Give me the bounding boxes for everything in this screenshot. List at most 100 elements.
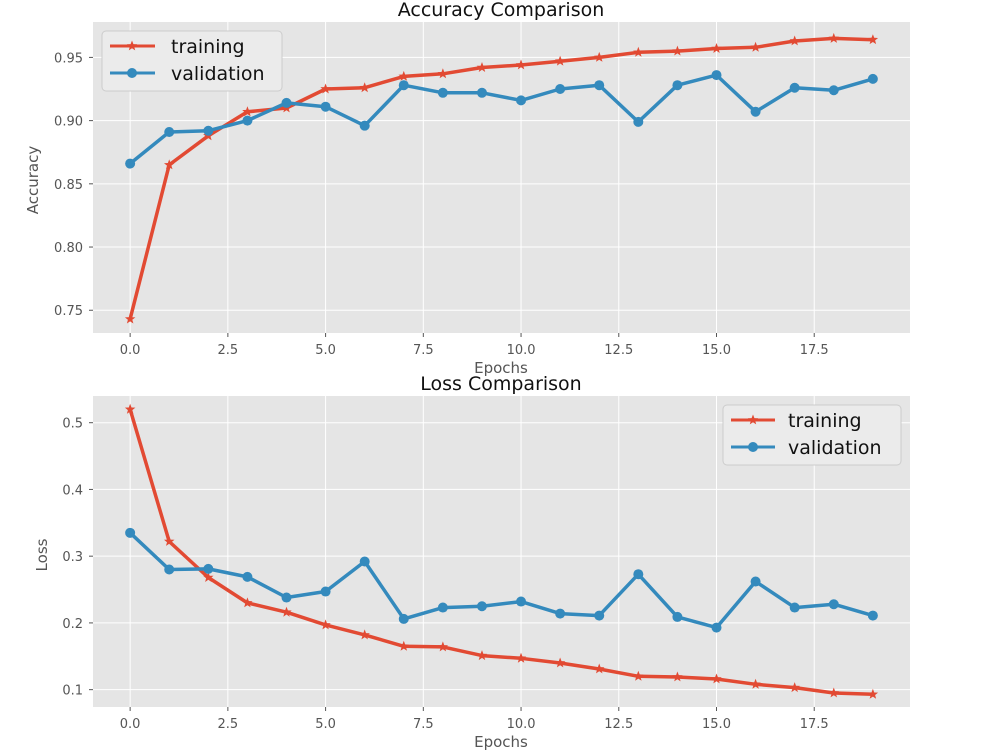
accuracy-legend: training validation xyxy=(101,30,283,92)
loss-chart-title: Loss Comparison xyxy=(420,373,581,395)
loss-x-tick-label: 2.5 xyxy=(218,717,239,732)
accuracy-validation-line xyxy=(128,73,875,166)
loss-y-tick-label: 0.1 xyxy=(62,684,83,699)
loss-training-point xyxy=(594,663,605,674)
loss-training-point xyxy=(828,687,839,698)
loss-x-tick-label: 17.5 xyxy=(800,717,829,732)
accuracy-legend-training-marker xyxy=(126,40,138,51)
accuracy-validation-point xyxy=(711,70,722,81)
accuracy-y-tick-label: 0.95 xyxy=(54,51,83,66)
loss-training-point xyxy=(398,640,409,651)
accuracy-validation-point xyxy=(203,125,214,136)
loss-x-tick-label: 0.0 xyxy=(120,717,141,732)
accuracy-validation-point xyxy=(789,82,800,93)
accuracy-training-point xyxy=(437,68,449,79)
loss-x-axis-label: Epochs xyxy=(474,733,528,750)
loss-y-tick-label: 0.4 xyxy=(62,483,83,498)
loss-y-tick-label: 0.2 xyxy=(62,617,83,632)
accuracy-validation-point xyxy=(164,126,175,137)
accuracy-training-point xyxy=(828,32,839,43)
accuracy-x-tick-label: 17.5 xyxy=(800,343,829,358)
loss-y-tick-label: 0.3 xyxy=(62,550,83,565)
accuracy-training-point xyxy=(750,41,761,52)
accuracy-training-point xyxy=(124,313,136,324)
loss-legend-validation-label: validation xyxy=(788,437,882,459)
accuracy-training-point xyxy=(476,62,488,72)
loss-training-point xyxy=(124,403,136,414)
loss-x-tick-label: 12.5 xyxy=(604,717,633,732)
accuracy-validation-point xyxy=(516,95,527,106)
accuracy-validation-point xyxy=(476,87,487,98)
loss-training-line xyxy=(128,407,875,697)
accuracy-ticks: 0.0 2.5 5.0 7.5 10.0 12.5 15.0 17.5 0.75 0.80 0.85… xyxy=(54,51,829,358)
accuracy-training-point xyxy=(867,34,879,45)
loss-training-point xyxy=(515,652,527,663)
accuracy-validation-point xyxy=(867,73,878,84)
accuracy-training-point xyxy=(672,45,683,56)
accuracy-training-point xyxy=(242,106,253,117)
accuracy-x-axis-label: Epochs xyxy=(474,359,528,377)
loss-validation-point xyxy=(281,592,292,603)
loss-training-point xyxy=(320,619,331,630)
loss-validation-point xyxy=(203,563,214,574)
loss-validation-point xyxy=(359,556,370,567)
accuracy-validation-point xyxy=(828,85,839,96)
accuracy-validation-point xyxy=(437,87,448,98)
loss-x-tick-label: 7.5 xyxy=(413,717,434,732)
loss-validation-point xyxy=(242,571,253,582)
accuracy-training-line xyxy=(128,36,875,321)
accuracy-x-tick-label: 7.5 xyxy=(413,343,434,358)
accuracy-x-tick-label: 0.0 xyxy=(120,343,141,358)
loss-training-point xyxy=(437,641,449,652)
accuracy-y-tick-label: 0.90 xyxy=(54,115,83,130)
loss-chart: 0.0 2.5 5.0 7.5 10.0 12.5 15.0 17.5 0.1 0.2 0.3 0.4… xyxy=(33,373,910,751)
loss-training-point xyxy=(476,650,488,661)
loss-series xyxy=(124,403,879,699)
accuracy-training-point xyxy=(594,51,605,62)
accuracy-training-point xyxy=(359,82,370,93)
accuracy-training-point xyxy=(515,59,527,70)
accuracy-training-point xyxy=(398,70,409,81)
loss-training-point xyxy=(750,678,761,689)
loss-validation-point xyxy=(164,564,175,575)
accuracy-validation-point xyxy=(125,158,136,169)
accuracy-legend-training-label: training xyxy=(171,36,245,58)
accuracy-validation-point xyxy=(633,116,644,127)
accuracy-validation-point xyxy=(672,80,683,91)
loss-validation-point xyxy=(789,602,800,613)
loss-validation-point xyxy=(398,613,409,624)
loss-training-point xyxy=(711,673,722,684)
accuracy-validation-point xyxy=(242,115,253,126)
loss-legend-training-label: training xyxy=(788,410,862,432)
loss-legend: training validation xyxy=(722,404,902,466)
loss-validation-point xyxy=(476,601,487,612)
accuracy-validation-point xyxy=(281,97,292,108)
loss-y-tick-label: 0.5 xyxy=(62,417,83,432)
loss-training-point xyxy=(164,536,175,546)
accuracy-x-tick-label: 5.0 xyxy=(315,343,336,358)
accuracy-x-tick-label: 15.0 xyxy=(702,343,731,358)
loss-x-tick-label: 10.0 xyxy=(507,717,536,732)
accuracy-x-tick-label: 10.0 xyxy=(507,343,536,358)
accuracy-validation-point xyxy=(750,106,761,117)
accuracy-training-point xyxy=(789,35,800,46)
loss-training-point xyxy=(554,657,566,668)
loss-training-point xyxy=(242,597,253,608)
loss-legend-validation-marker xyxy=(748,442,758,452)
loss-validation-point xyxy=(125,527,136,538)
loss-validation-point xyxy=(516,596,527,607)
accuracy-y-axis-label: Accuracy xyxy=(24,146,42,215)
loss-training-point xyxy=(359,629,370,640)
accuracy-y-tick-label: 0.80 xyxy=(54,241,83,256)
accuracy-legend-validation-marker xyxy=(127,68,137,78)
loss-validation-point xyxy=(594,610,605,621)
accuracy-y-tick-label: 0.85 xyxy=(54,178,83,193)
loss-validation-point xyxy=(828,599,839,610)
accuracy-validation-point xyxy=(320,101,331,112)
loss-validation-point xyxy=(672,611,683,622)
accuracy-y-tick-label: 0.75 xyxy=(54,304,83,319)
loss-training-point xyxy=(867,688,879,699)
loss-y-axis-label: Loss xyxy=(33,538,51,571)
